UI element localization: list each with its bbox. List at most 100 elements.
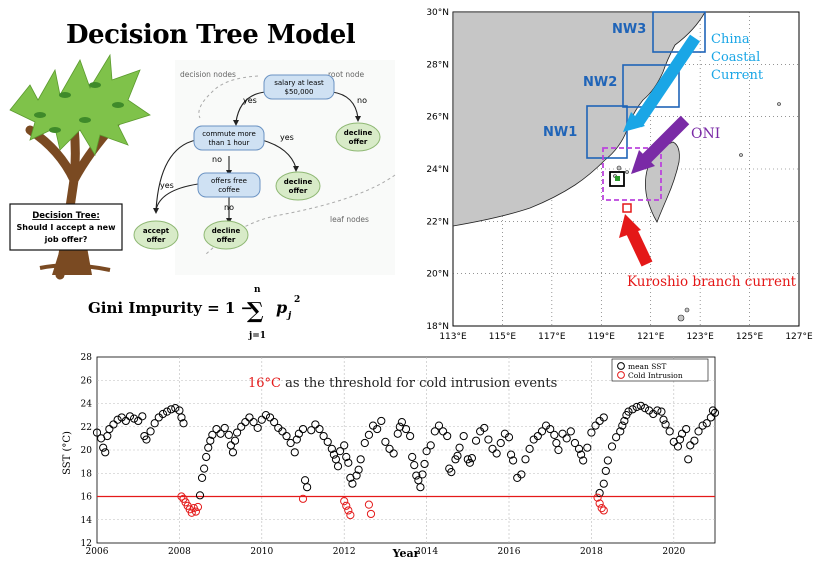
leaf-accept: accept offer (133, 220, 179, 250)
mean-sst-point (430, 427, 439, 436)
svg-text:decline: decline (212, 227, 241, 235)
mean-sst-point (447, 467, 456, 477)
mean-sst-point (121, 416, 130, 426)
legend-cold-intrusion: Cold Intrusion (628, 371, 683, 380)
oni-label: ONI (691, 126, 720, 142)
mean-sst-point (455, 443, 464, 452)
mean-sst-point (208, 430, 217, 439)
cold-intrusion-point (187, 508, 196, 517)
data-points (92, 401, 720, 520)
mean-sst-point (99, 443, 108, 452)
nw1-box (586, 105, 628, 159)
x-axis-label: Year (392, 547, 420, 558)
mean-sst-point (684, 455, 693, 464)
lat-label: 22°N (426, 217, 449, 227)
mean-sst-point (292, 435, 301, 444)
mean-sst-point (410, 461, 419, 470)
mean-sst-point (601, 466, 610, 476)
mean-sst-point (636, 401, 645, 410)
lon-label: 121°E (637, 332, 665, 342)
mean-sst-point (177, 413, 186, 422)
nw1-label: NW1 (543, 125, 577, 140)
svg-text:offer: offer (289, 187, 308, 195)
mean-sst-point (167, 405, 176, 414)
svg-text:accept: accept (143, 227, 170, 235)
mean-sst-point (356, 455, 365, 464)
leaf-decline-1: decline offer (335, 122, 381, 152)
mean-sst-point (249, 418, 258, 427)
cold-intrusion-point (366, 509, 376, 519)
mean-sst-point (377, 416, 386, 426)
legend-root-node: root node (328, 70, 365, 79)
mean-sst-point (381, 437, 390, 446)
mean-sst-point (125, 412, 135, 421)
lat-label: 30°N (426, 8, 449, 18)
x-tick-label: 2014 (415, 547, 438, 557)
sst-chart-panel: 12 14 16 18 20 22 24 26 28 2006 2008 2010 2012 2014 2… (0, 345, 815, 560)
mean-sst-point (232, 428, 242, 437)
cold-intrusion-point (191, 507, 200, 516)
mean-sst-point (202, 452, 211, 462)
cold-intrusion-point (364, 500, 374, 509)
mean-sst-point (420, 459, 429, 469)
formula-sub: j (286, 311, 292, 321)
mean-sst-point (591, 421, 600, 430)
mean-sst-point (550, 430, 559, 439)
mean-sst-point (230, 436, 240, 445)
edge-label-yes-2: yes (280, 133, 294, 142)
mean-sst-point (521, 455, 530, 464)
mean-sst-point (142, 435, 151, 444)
x-tick-label: 2006 (86, 547, 109, 557)
svg-text:offer: offer (147, 236, 166, 244)
mean-sst-point (270, 418, 279, 427)
mean-sst-point (492, 449, 501, 458)
mean-sst-point (412, 471, 421, 480)
x-tick-label: 2008 (168, 547, 191, 557)
mean-sst-point (224, 430, 233, 439)
mean-sst-point (632, 402, 641, 412)
mean-sst-point (558, 429, 567, 438)
mean-sst-point (675, 435, 685, 444)
y-tick-label: 18 (81, 469, 93, 479)
mean-sst-point (401, 424, 411, 434)
mean-sst-point (319, 431, 328, 441)
mean-sst-point (570, 438, 580, 448)
mean-sst-point (408, 452, 417, 462)
mean-sst-point (657, 407, 666, 416)
map-lon-labels: 113°E 115°E 117°E 119°E 121°E 123°E 125°E 127°E (439, 332, 813, 342)
x-tick-label: 2018 (580, 547, 603, 557)
mean-sst-point (354, 465, 363, 474)
mean-sst-point (134, 416, 143, 426)
mean-sst-point (158, 409, 168, 419)
mean-sst-point (109, 420, 118, 429)
mean-sst-point (465, 458, 474, 467)
svg-text:coffee: coffee (218, 186, 240, 194)
mean-sst-point (241, 418, 250, 427)
mean-sst-point (562, 434, 571, 443)
mean-sst-point (467, 454, 477, 463)
mean-sst-point (323, 437, 332, 446)
question-box-line2: job offer? (44, 235, 88, 244)
formula-sum-bottom: j=1 (248, 331, 266, 341)
cold-intrusion-point (298, 494, 308, 503)
mean-sst-point (453, 451, 462, 460)
mean-sst-point (206, 436, 215, 445)
mean-sst-point (162, 407, 172, 416)
mean-sst-point (406, 431, 415, 441)
x-tick-label: 2012 (333, 547, 356, 557)
commute-node: commute more than 1 hour (193, 125, 265, 151)
y-tick-label: 22 (81, 423, 92, 433)
mean-sst-point (506, 450, 516, 459)
question-box-title: Decision Tree: (32, 211, 100, 221)
y-tick-labels: 12 14 16 18 20 22 24 26 28 (81, 353, 93, 549)
mean-sst-point (599, 479, 608, 488)
mean-sst-point (92, 428, 102, 437)
question-box-line1: Should I accept a new (16, 223, 116, 232)
formula-sigma: ∑ (247, 298, 264, 324)
root-node: salary at least $50,000 (263, 74, 335, 100)
mean-sst-point (342, 452, 351, 462)
svg-text:than 1 hour: than 1 hour (209, 139, 250, 147)
mean-sst-point (298, 424, 308, 434)
kuroshio-site-box (622, 203, 632, 213)
